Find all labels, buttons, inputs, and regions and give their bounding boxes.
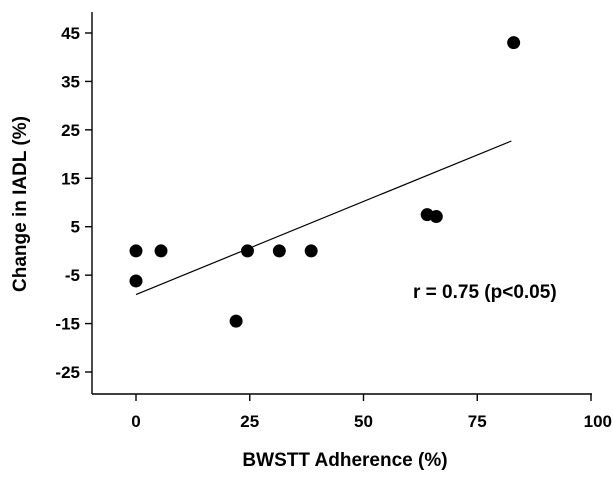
data-point	[229, 314, 243, 328]
x-tick-label: 75	[468, 412, 487, 431]
y-tick-label: 45	[61, 24, 80, 43]
x-tick-label: 25	[240, 412, 259, 431]
trendline	[135, 140, 512, 296]
data-point	[272, 244, 286, 258]
y-ticks: 45 35 25 15 5 -5 -15 -25	[55, 24, 92, 382]
y-tick-label: 35	[61, 72, 80, 91]
x-tick-label: 0	[131, 412, 140, 431]
y-tick-label: -5	[65, 266, 80, 285]
correlation-annotation: r = 0.75 (p<0.05)	[413, 282, 557, 303]
data-point	[129, 244, 143, 258]
points-layer	[129, 36, 521, 328]
data-point	[429, 210, 443, 224]
y-tick-label: -25	[55, 363, 80, 382]
x-axis-title: BWSTT Adherence (%)	[242, 450, 447, 471]
data-point	[304, 244, 318, 258]
data-point	[154, 244, 168, 258]
y-tick-label: -15	[55, 315, 80, 334]
x-ticks: 0 25 50 75 100	[131, 394, 612, 431]
data-point	[129, 274, 143, 288]
y-axis-title: Change in IADL (%)	[10, 116, 31, 292]
trend-layer	[135, 140, 512, 296]
y-tick-label: 25	[61, 121, 80, 140]
data-point	[507, 36, 521, 50]
axes	[91, 12, 592, 395]
y-tick-label: 5	[71, 218, 80, 237]
x-tick-label: 50	[354, 412, 373, 431]
data-point	[240, 244, 254, 258]
y-tick-label: 15	[61, 169, 80, 188]
x-tick-label: 100	[584, 412, 612, 431]
